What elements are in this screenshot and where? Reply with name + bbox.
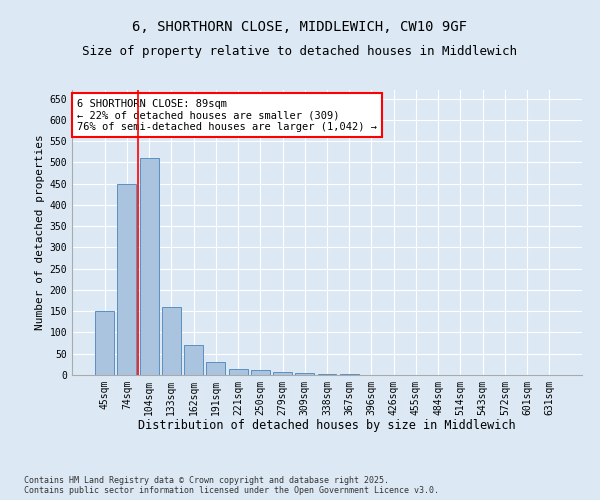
Text: Size of property relative to detached houses in Middlewich: Size of property relative to detached ho…	[83, 45, 517, 58]
X-axis label: Distribution of detached houses by size in Middlewich: Distribution of detached houses by size …	[138, 420, 516, 432]
Bar	[206, 362, 225, 375]
Text: 6 SHORTHORN CLOSE: 89sqm
← 22% of detached houses are smaller (309)
76% of semi-: 6 SHORTHORN CLOSE: 89sqm ← 22% of detach…	[77, 98, 377, 132]
Bar	[229, 368, 248, 375]
Bar	[118, 184, 136, 375]
Y-axis label: Number of detached properties: Number of detached properties	[35, 134, 46, 330]
Bar	[184, 345, 203, 375]
Text: Contains HM Land Registry data © Crown copyright and database right 2025.
Contai: Contains HM Land Registry data © Crown c…	[24, 476, 439, 495]
Bar	[162, 307, 181, 375]
Bar	[95, 311, 114, 375]
Bar	[273, 372, 292, 375]
Bar	[340, 374, 359, 375]
Bar	[317, 374, 337, 375]
Text: 6, SHORTHORN CLOSE, MIDDLEWICH, CW10 9GF: 6, SHORTHORN CLOSE, MIDDLEWICH, CW10 9GF	[133, 20, 467, 34]
Bar	[251, 370, 270, 375]
Bar	[295, 373, 314, 375]
Bar	[140, 158, 158, 375]
